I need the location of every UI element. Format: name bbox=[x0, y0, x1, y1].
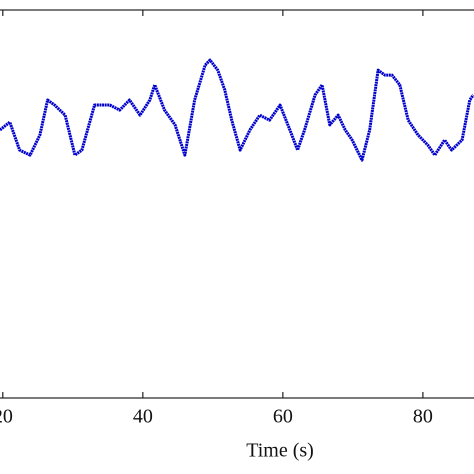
x-tick-label: 60 bbox=[273, 406, 293, 428]
x-axis-label: Time (s) bbox=[246, 440, 314, 462]
x-tick-label: 20 bbox=[0, 406, 13, 428]
x-tick-label: 80 bbox=[413, 406, 433, 428]
data-line bbox=[0, 58, 474, 162]
x-tick-label: 40 bbox=[133, 406, 153, 428]
plot-frame bbox=[0, 9, 474, 399]
